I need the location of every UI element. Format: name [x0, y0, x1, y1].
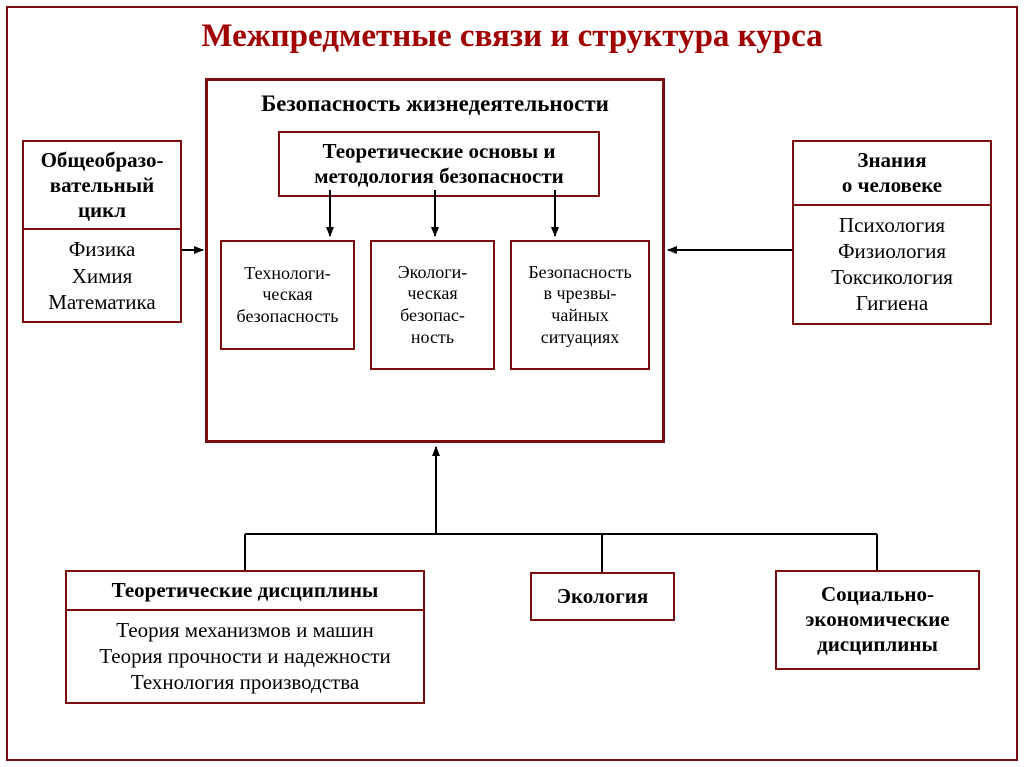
right-body: Психология Физиология Токсикология Гигие…	[794, 206, 990, 323]
sub-eco-safety-label: Экологи- ческая безопас- ность	[398, 262, 467, 348]
sub-emergency-safety: Безопасность в чрезвы- чайных ситуациях	[510, 240, 650, 370]
left-general-cycle: Общеобразо- вательный цикл Физика Химия …	[22, 140, 182, 323]
bottom-theoretical-body: Теория механизмов и машин Теория прочнос…	[67, 611, 423, 702]
sub-tech-safety-label: Техноло­ги- ческая безопасность	[237, 263, 339, 328]
methodology-box: Теоретические основы и методология безоп…	[278, 131, 600, 197]
bottom-ecology-label: Экология	[532, 574, 673, 619]
bottom-social: Социально- экономические дисциплины	[775, 570, 980, 670]
right-header: Знания о человеке	[794, 142, 990, 206]
left-header: Общеобразо- вательный цикл	[24, 142, 180, 230]
bottom-theoretical-header: Теоретические дисциплины	[67, 572, 423, 611]
page-title: Межпредметные связи и структура курса	[0, 18, 1024, 55]
bottom-theoretical: Теоретические дисциплины Теория механизм…	[65, 570, 425, 704]
bottom-ecology: Экология	[530, 572, 675, 621]
methodology-label: Теоретические основы и методология безоп…	[314, 139, 564, 188]
central-title: Безопасность жизнедеятельности	[208, 91, 662, 117]
sub-eco-safety: Экологи- ческая безопас- ность	[370, 240, 495, 370]
right-human-knowledge: Знания о человеке Психология Физиология …	[792, 140, 992, 325]
sub-tech-safety: Техноло­ги- ческая безопасность	[220, 240, 355, 350]
left-body: Физика Химия Математика	[24, 230, 180, 321]
bottom-social-label: Социально- экономические дисциплины	[777, 572, 978, 668]
sub-emergency-safety-label: Безопасность в чрезвы- чайных ситуациях	[528, 262, 631, 348]
